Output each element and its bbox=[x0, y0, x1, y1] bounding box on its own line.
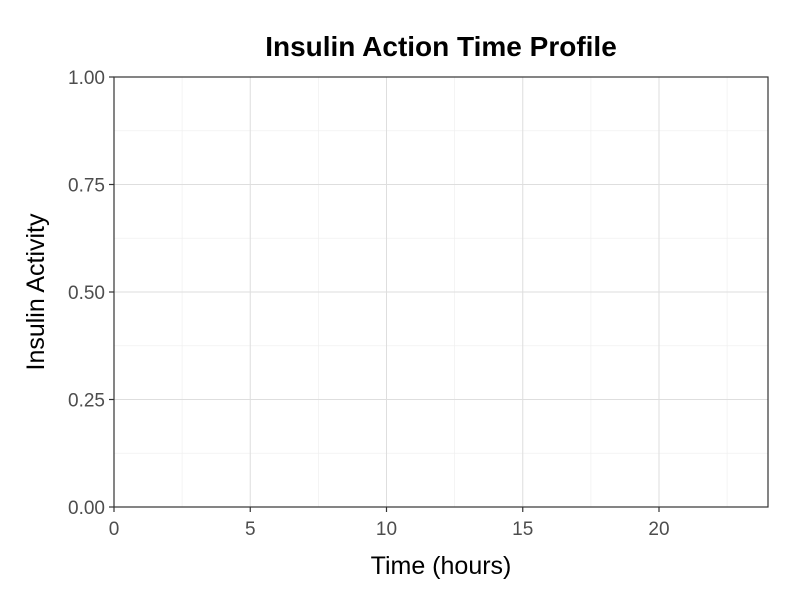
chart-title: Insulin Action Time Profile bbox=[265, 31, 617, 62]
x-tick-label: 20 bbox=[648, 519, 669, 540]
x-tick-label: 5 bbox=[245, 519, 256, 540]
y-tick-label: 0.25 bbox=[68, 391, 105, 412]
y-axis-title: Insulin Activity bbox=[22, 213, 50, 371]
y-axis-ticks: 0.00 0.25 0.50 0.75 1.00 bbox=[68, 68, 114, 519]
x-axis-ticks: 0 5 10 15 20 bbox=[109, 507, 670, 540]
y-tick-label: 0.50 bbox=[68, 283, 105, 304]
x-axis-title: Time (hours) bbox=[371, 552, 512, 580]
x-tick-label: 0 bbox=[109, 519, 120, 540]
x-tick-label: 15 bbox=[512, 519, 533, 540]
x-tick-label: 10 bbox=[376, 519, 397, 540]
y-tick-label: 0.00 bbox=[68, 498, 105, 519]
y-tick-label: 0.75 bbox=[68, 176, 105, 197]
y-tick-label: 1.00 bbox=[68, 68, 105, 89]
